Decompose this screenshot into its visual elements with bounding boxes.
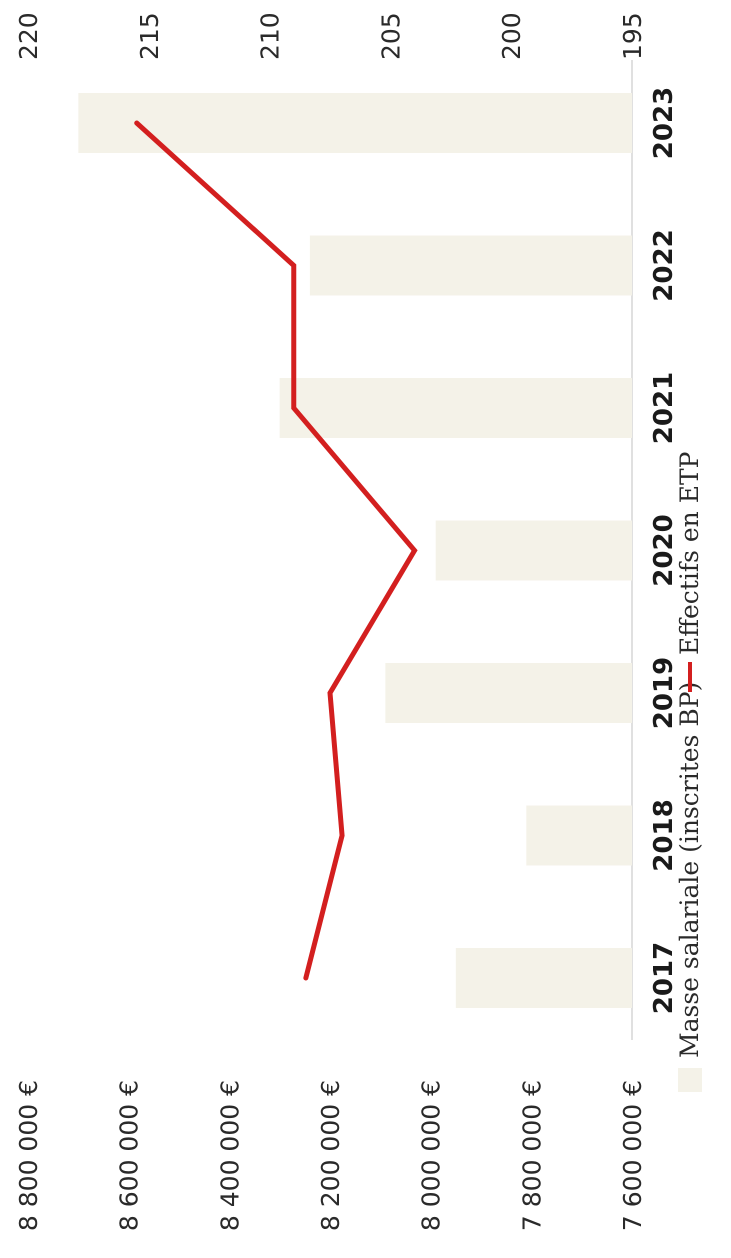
line-series-effectifs-etp xyxy=(134,120,418,981)
right-tick-label: 195 xyxy=(618,12,647,60)
right-tick-label: 215 xyxy=(135,12,164,60)
left-tick-label: 8 400 000 € xyxy=(215,1080,244,1231)
bar-2020 xyxy=(435,520,632,581)
left-tick-label: 8 600 000 € xyxy=(115,1080,144,1231)
bar-2019 xyxy=(385,663,632,723)
bar-2022 xyxy=(309,235,632,296)
bar-2021 xyxy=(279,378,632,438)
bar-2017 xyxy=(455,948,632,1008)
category-axis: 2017 2018 2019 2020 2021 2022 2023 xyxy=(649,87,679,1014)
left-axis: 7 600 000 € 7 800 000 € 8 000 000 € 8 200 0… xyxy=(14,1080,647,1231)
category-label-2020: 2020 xyxy=(649,514,679,586)
bar-2023 xyxy=(78,93,633,153)
right-tick-label: 200 xyxy=(497,12,526,60)
left-tick-label: 8 000 000 € xyxy=(417,1080,446,1231)
left-tick-label: 7 800 000 € xyxy=(517,1080,546,1231)
right-axis: 195 200 205 210 215 220 xyxy=(14,12,647,60)
category-label-2021: 2021 xyxy=(649,372,679,444)
left-tick-label: 8 800 000 € xyxy=(14,1080,43,1231)
legend-label-effectifs-etp: Effectifs en ETP xyxy=(675,452,704,655)
category-label-2018: 2018 xyxy=(649,799,679,871)
right-tick-label: 205 xyxy=(376,12,405,60)
legend: Masse salariale (inscrites BP) Effectifs… xyxy=(675,452,704,1092)
category-label-2017: 2017 xyxy=(649,942,679,1014)
legend-swatch-masse-salariale xyxy=(678,1068,702,1092)
right-tick-label: 210 xyxy=(256,12,285,60)
left-tick-label: 8 200 000 € xyxy=(316,1080,345,1231)
bar-series-masse-salariale xyxy=(78,93,633,1008)
left-tick-label: 7 600 000 € xyxy=(618,1080,647,1231)
right-tick-label: 220 xyxy=(14,12,43,60)
category-label-2023: 2023 xyxy=(649,87,679,159)
bar-2018 xyxy=(526,805,632,866)
category-label-2022: 2022 xyxy=(649,229,679,301)
legend-label-masse-salariale: Masse salariale (inscrites BP) xyxy=(675,682,704,1058)
category-label-2019: 2019 xyxy=(649,657,679,729)
